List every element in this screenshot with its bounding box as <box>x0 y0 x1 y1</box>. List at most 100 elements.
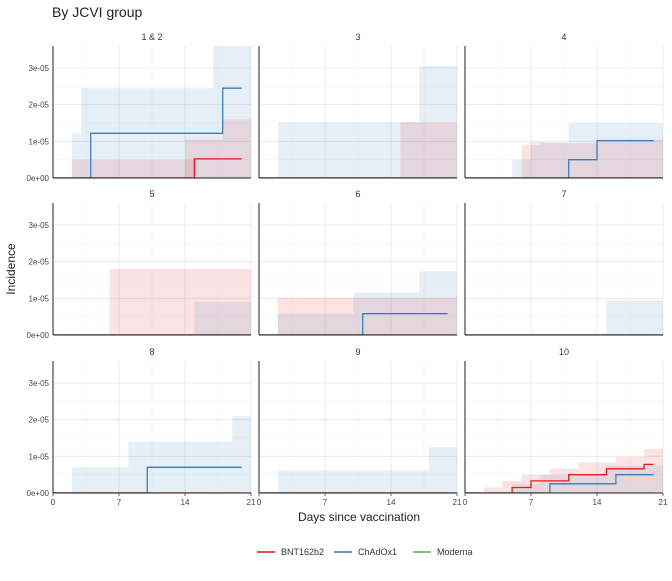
ribbons <box>512 123 663 178</box>
confidence-ribbon <box>109 269 251 335</box>
x-tick-label: 0 <box>257 498 262 507</box>
facet-label: 3 <box>355 32 360 42</box>
confidence-ribbon <box>277 470 429 493</box>
confidence-ribbon <box>568 123 597 178</box>
x-tick-label: 21 <box>247 498 256 507</box>
legend: BNT162b2 ChAdOx1 Moderna <box>257 547 473 557</box>
y-tick-label: 0e+00 <box>27 489 50 498</box>
x-tick-label: 0 <box>51 498 56 507</box>
facet-panel: 5 <box>52 189 252 336</box>
confidence-ribbon <box>512 483 541 493</box>
y-tick-label: 2e-05 <box>29 258 50 267</box>
series-lines <box>53 466 251 493</box>
facet-label: 8 <box>149 347 154 357</box>
legend-label: Moderna <box>437 547 473 557</box>
confidence-ribbon <box>597 139 663 178</box>
facet-label: 9 <box>355 347 360 357</box>
y-tick-label: 3e-05 <box>29 221 50 230</box>
confidence-ribbon <box>213 46 251 178</box>
confidence-ribbon <box>428 447 457 493</box>
confidence-ribbon <box>606 300 663 335</box>
confidence-ribbon <box>521 145 541 178</box>
series-line-chadox1 <box>465 474 654 493</box>
legend-label: BNT162b2 <box>281 547 324 557</box>
y-tick-label: 0e+00 <box>27 174 50 183</box>
confidence-ribbon <box>512 159 531 178</box>
series-lines <box>53 87 251 178</box>
facet-panel: 1 & 2 <box>52 32 252 179</box>
y-tick-label: 0e+00 <box>27 331 50 340</box>
ribbons <box>71 416 251 493</box>
x-tick-label: 14 <box>181 498 190 507</box>
confidence-ribbon <box>71 133 82 178</box>
facet-panel: 4 <box>464 32 664 179</box>
y-tick-label: 1e-05 <box>29 452 50 461</box>
ribbons <box>606 300 663 335</box>
confidence-ribbon <box>483 487 503 493</box>
series-lines <box>465 139 663 178</box>
panels-layer: 1 & 2 3 4 5 6 7 8 9 10 <box>52 32 664 494</box>
confidence-ribbon <box>531 142 569 178</box>
chart-title: By JCVI group <box>52 4 142 20</box>
x-tick-label: 21 <box>659 498 668 507</box>
confidence-ribbon <box>419 66 457 178</box>
facet-label: 6 <box>355 189 360 199</box>
ribbons <box>109 269 251 335</box>
facet-panel: 7 <box>464 189 664 336</box>
confidence-ribbon <box>277 313 354 335</box>
facet-label: 5 <box>149 189 154 199</box>
y-tick-label: 3e-05 <box>29 379 50 388</box>
confidence-ribbon <box>578 462 616 493</box>
facet-panel: 8 <box>52 347 252 494</box>
facet-label: 10 <box>559 347 569 357</box>
facet-panel: 6 <box>258 189 458 336</box>
ribbons <box>277 66 457 178</box>
confidence-ribbon <box>521 474 550 493</box>
x-tick-label: 7 <box>323 498 328 507</box>
legend-label: ChAdOx1 <box>358 547 397 557</box>
x-tick-label: 7 <box>529 498 534 507</box>
facet-label: 4 <box>561 32 566 42</box>
facet-panel: 9 <box>258 347 458 494</box>
confidence-ribbon <box>222 119 251 178</box>
ribbons <box>71 46 251 178</box>
y-tick-label: 3e-05 <box>29 64 50 73</box>
series-lines <box>465 463 654 493</box>
y-tick-label: 1e-05 <box>29 294 50 303</box>
series-line-chadox1 <box>465 139 654 178</box>
y-axis-label: Incidence <box>4 243 18 295</box>
confidence-ribbon <box>400 122 457 178</box>
series-line-chadox1 <box>53 87 242 178</box>
series-lines <box>259 313 457 335</box>
ribbons <box>277 447 457 493</box>
y-axis-ticks: 0e+00 1e-05 2e-05 3e-05 0e+00 1e-05 2e-05 3e-05… <box>27 64 50 498</box>
x-tick-label: 14 <box>387 498 396 507</box>
x-axis-ticks: 0 7 14 21 0 7 14 21 0 7 14 21 <box>51 493 668 507</box>
series-line-bnt162b2 <box>53 158 242 178</box>
y-tick-label: 1e-05 <box>29 137 50 146</box>
confidence-ribbon <box>232 416 251 493</box>
x-tick-label: 7 <box>117 498 122 507</box>
facet-panel: 10 <box>464 347 664 494</box>
series-line-bnt162b2 <box>465 463 654 493</box>
x-axis-label: Days since vaccination <box>298 510 420 524</box>
facet-panel: 3 <box>258 32 458 179</box>
confidence-ribbon <box>277 122 420 178</box>
series-line-chadox1 <box>259 313 448 335</box>
confidence-ribbon <box>277 297 457 335</box>
confidence-ribbon <box>419 271 457 335</box>
confidence-ribbon <box>71 159 195 178</box>
confidence-ribbon <box>71 467 129 493</box>
y-tick-label: 2e-05 <box>29 101 50 110</box>
x-tick-label: 21 <box>453 498 462 507</box>
x-tick-label: 14 <box>593 498 602 507</box>
facet-label: 1 & 2 <box>141 32 162 42</box>
confidence-ribbon <box>606 465 663 493</box>
grid-lines <box>464 203 664 336</box>
series-line-chadox1 <box>53 466 242 493</box>
facet-label: 7 <box>561 189 566 199</box>
x-tick-label: 0 <box>463 498 468 507</box>
grid-lines <box>52 46 252 179</box>
